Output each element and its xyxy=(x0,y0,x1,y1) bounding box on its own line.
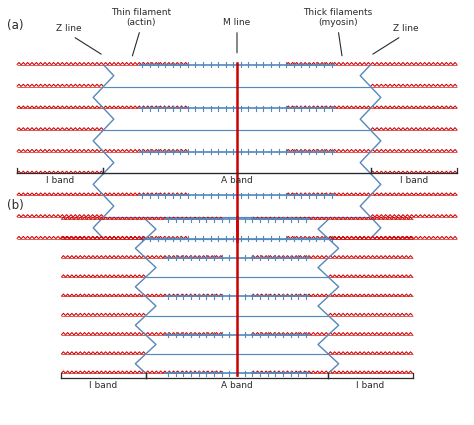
Text: I band: I band xyxy=(400,176,428,185)
Text: I band: I band xyxy=(90,380,118,390)
Text: M line: M line xyxy=(223,18,251,53)
Text: Thick filaments
(myosin): Thick filaments (myosin) xyxy=(303,8,373,56)
Text: Thin filament
(actin): Thin filament (actin) xyxy=(111,8,171,56)
Text: Z line: Z line xyxy=(373,25,419,54)
Text: Z line: Z line xyxy=(55,25,101,54)
Text: A band: A band xyxy=(221,380,253,390)
Text: I band: I band xyxy=(46,176,74,185)
Text: I band: I band xyxy=(356,380,384,390)
Text: A band: A band xyxy=(221,176,253,185)
Text: (a): (a) xyxy=(8,19,24,32)
Text: (b): (b) xyxy=(8,198,24,212)
